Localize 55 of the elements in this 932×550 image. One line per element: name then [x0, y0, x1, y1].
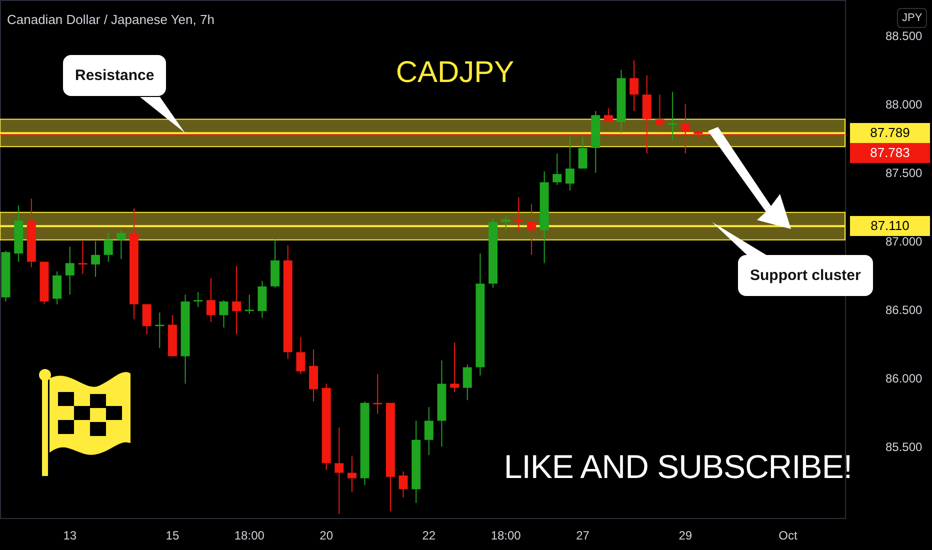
candlestick — [104, 232, 113, 262]
candlestick — [373, 374, 382, 414]
candlestick — [232, 265, 242, 335]
y-tick-label: 85.500 — [886, 440, 923, 454]
text: Canadian Dollar / Japanese Yen, 7h — [7, 12, 214, 27]
ref-line-label: 87.783 — [850, 143, 930, 164]
x-tick-label: 20 — [320, 528, 334, 542]
y-tick-label: 86.500 — [886, 303, 923, 318]
annotation: Support cluster — [738, 255, 873, 296]
candlestick — [462, 364, 472, 401]
annotation: Resistance — [63, 55, 166, 96]
y-tick-label: 86.000 — [886, 372, 923, 386]
candlestick — [78, 240, 88, 275]
y-axis-title: JPY — [897, 8, 928, 28]
candlestick — [514, 196, 524, 232]
x-tick-label: 15 — [166, 528, 180, 542]
x-tick-label: 18:00 — [490, 528, 522, 542]
candlestick — [630, 60, 639, 112]
candlestick — [347, 456, 356, 492]
candlestick — [655, 94, 664, 130]
annotation: LIKE AND SUBSCRIBE! — [504, 448, 852, 486]
x-tick-label: 18:00 — [234, 528, 265, 542]
candlestick — [65, 246, 74, 296]
x-tick-label: 29 — [678, 528, 692, 542]
y-tick-label: 87.000 — [886, 234, 923, 249]
y-tick-label: 87.500 — [886, 166, 923, 180]
candlestick — [501, 214, 510, 231]
candlestick — [604, 108, 613, 122]
candlestick — [334, 427, 344, 514]
x-tick-label: 13 — [63, 528, 77, 542]
candlestick — [52, 270, 62, 305]
candlestick — [450, 342, 460, 392]
candlestick — [244, 294, 254, 314]
candlestick — [142, 304, 152, 335]
candlestick — [116, 230, 126, 260]
x-tick-label: Oct — [778, 528, 798, 542]
candlestick — [565, 136, 574, 191]
ref-line-label: 87.110 — [850, 216, 930, 236]
candlestick — [194, 291, 203, 308]
candlestick — [398, 470, 408, 498]
candlestick — [309, 348, 318, 402]
candlestick — [296, 336, 306, 375]
y-tick-label: 88.000 — [886, 98, 923, 112]
candlestick — [527, 204, 536, 256]
y-tick-label: 88.500 — [886, 29, 923, 44]
candlestick — [91, 240, 100, 278]
candlestick — [552, 152, 562, 186]
ref-line-label: 87.789 — [850, 123, 930, 144]
text: CADJPY — [396, 56, 514, 89]
candlestick — [424, 406, 434, 456]
candlestick — [206, 278, 216, 323]
x-tick-label: 27 — [576, 528, 590, 542]
candlestick — [578, 136, 588, 170]
candlestick — [219, 300, 228, 328]
x-tick-label: 22 — [422, 528, 436, 542]
